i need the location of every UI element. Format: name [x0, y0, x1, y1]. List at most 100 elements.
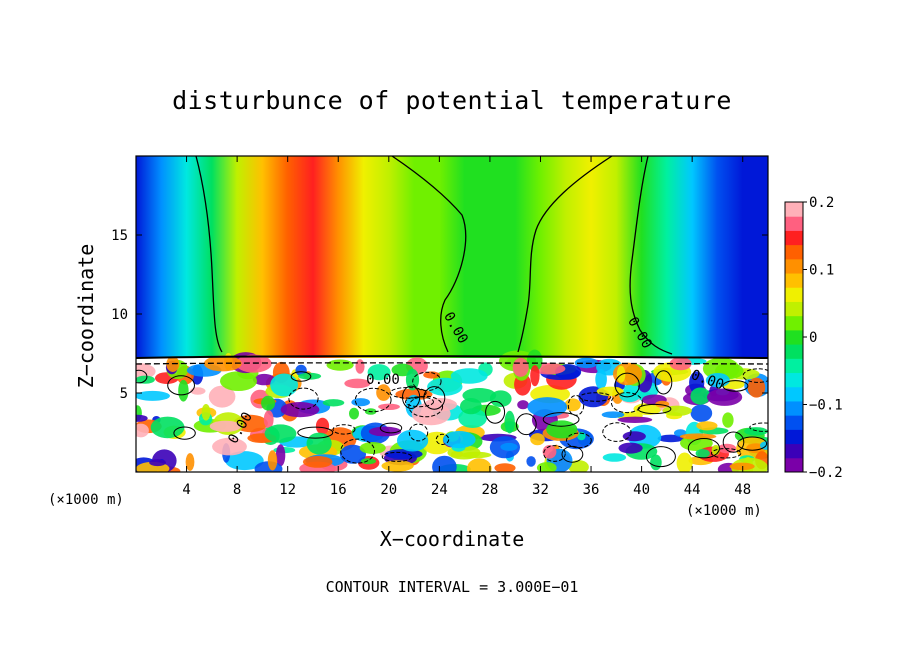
- turbulent-cell: [423, 371, 440, 379]
- x-tick-label: 4: [182, 482, 190, 498]
- turbulent-contour: [423, 386, 446, 410]
- turbulent-cell: [367, 364, 391, 381]
- turbulent-contour: [637, 403, 672, 415]
- x-tick-label: 36: [583, 482, 600, 498]
- turbulent-cell: [212, 437, 247, 456]
- turbulent-cell: [526, 349, 543, 372]
- turbulent-contour: [290, 371, 312, 382]
- colorbar-swatch: [785, 443, 803, 459]
- contour-interval-text: CONTOUR INTERVAL = 3.000E−01: [325, 578, 579, 596]
- turbulent-cell: [315, 417, 330, 435]
- turbulent-cell: [601, 411, 625, 419]
- turbulent-cell: [360, 458, 376, 465]
- turbulent-contour: [722, 380, 749, 392]
- turbulent-contour: [737, 436, 768, 451]
- turbulent-cell: [397, 429, 429, 452]
- turbulent-cell: [500, 442, 518, 451]
- turbulent-contour: [654, 370, 673, 395]
- turbulent-contour: [722, 431, 745, 453]
- turbulent-contour: [408, 395, 444, 418]
- turbulent-contour: [297, 426, 334, 439]
- turbulent-cell: [201, 404, 211, 421]
- turbulent-cell: [760, 441, 768, 450]
- x-unit-label-left: (×1000 m): [48, 492, 124, 508]
- turbulent-cell: [339, 444, 366, 464]
- inversion-contour-dashed: [136, 362, 768, 365]
- turbulent-cell: [527, 397, 568, 418]
- colorbar-swatch: [785, 230, 803, 246]
- turbulent-cell: [744, 427, 768, 436]
- turbulent-cell: [302, 456, 333, 468]
- x-tick-label: 8: [233, 482, 241, 498]
- colorbar-tick-label: 0.2: [809, 195, 834, 211]
- colorbar-swatch: [785, 415, 803, 430]
- colorbar-tick-label: 0.1: [809, 263, 834, 279]
- turbulent-cell: [378, 403, 400, 410]
- turbulent-cell: [602, 453, 627, 462]
- turbulent-contour: [645, 446, 676, 468]
- turbulent-cell: [564, 398, 581, 412]
- chart-title: disturbunce of potential temperature: [172, 86, 732, 115]
- turbulent-contour: [485, 400, 506, 424]
- colorbar-swatch: [785, 287, 803, 302]
- turbulent-contour: [379, 422, 403, 434]
- upper-field: [136, 156, 768, 358]
- turbulent-contour: [435, 433, 450, 445]
- turbulent-cell: [267, 450, 278, 471]
- turbulent-cell: [432, 455, 457, 472]
- turbulent-cell: [149, 459, 167, 467]
- colorbar-swatch: [785, 358, 803, 374]
- x-tick-label: 12: [279, 482, 296, 498]
- turbulent-cell: [349, 407, 359, 420]
- turbulent-cell: [460, 398, 482, 415]
- turbulent-cell: [679, 433, 717, 440]
- turbulent-cell: [443, 431, 476, 449]
- turbulent-cell: [208, 385, 236, 408]
- turbulent-contour: [543, 445, 566, 462]
- turbulent-cell: [359, 442, 386, 454]
- turbulent-cell: [504, 410, 515, 434]
- colorbar-swatch: [785, 315, 803, 331]
- turbulent-contour: [602, 422, 632, 442]
- turbulent-contour: [173, 426, 196, 440]
- turbulent-cell: [657, 434, 685, 443]
- x-tick-label: 48: [734, 482, 751, 498]
- colorbar-tick-label: −0.1: [809, 398, 843, 414]
- turbulent-contour: [749, 422, 768, 432]
- turbulent-cell: [696, 421, 718, 431]
- y-tick-label: 5: [120, 386, 128, 402]
- turbulent-cell: [376, 384, 391, 401]
- colorbar-swatch: [785, 457, 803, 473]
- turbulent-cell: [530, 433, 545, 446]
- colorbar-swatch: [785, 344, 803, 359]
- turbulent-cell: [568, 460, 589, 472]
- turbulent-cell: [450, 368, 488, 384]
- turbulent-cell: [355, 359, 365, 374]
- turbulent-cell: [617, 416, 653, 423]
- turbulent-cell: [542, 445, 557, 459]
- turbulent-contour: [354, 387, 392, 413]
- contour-line-left: [195, 156, 223, 353]
- turbulent-cell: [270, 373, 298, 397]
- colorbar-swatch: [785, 372, 803, 388]
- colorbar-swatch: [785, 202, 803, 217]
- turbulent-cell: [747, 377, 766, 398]
- turbulent-cell: [275, 444, 286, 467]
- contour-line-center-left: [391, 156, 467, 353]
- turbulent-cell: [662, 405, 692, 416]
- colorbar-swatch: [785, 400, 803, 416]
- inversion-contour: [136, 355, 768, 359]
- y-tick-label: 15: [111, 228, 128, 244]
- colorbar-swatch: [785, 386, 803, 402]
- turbulent-cell: [536, 462, 557, 472]
- turbulent-cell: [220, 371, 257, 391]
- lower-turbulent-field: [136, 349, 768, 472]
- colorbar-swatch: [785, 329, 803, 345]
- turbulent-cell: [280, 402, 320, 418]
- y-tick-label: 10: [111, 307, 128, 323]
- turbulent-contour: [408, 423, 429, 442]
- colorbar-tick-label: −0.2: [809, 465, 843, 481]
- turbulent-cell: [298, 372, 322, 380]
- turbulent-cell: [150, 416, 185, 439]
- turbulent-contour: [332, 424, 356, 435]
